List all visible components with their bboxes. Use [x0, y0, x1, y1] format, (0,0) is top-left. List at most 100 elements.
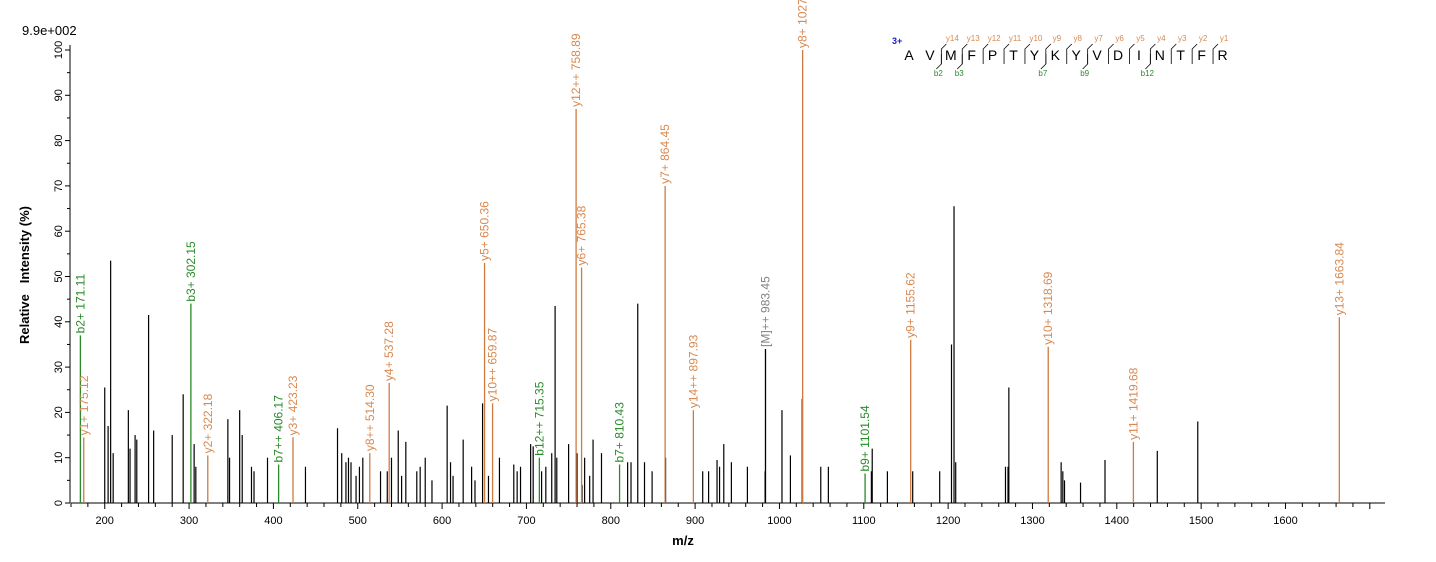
y-ion-marker: y11	[1009, 34, 1022, 43]
residue: F	[967, 47, 976, 63]
y-ion-label: y11+ 1419.68	[1126, 367, 1140, 440]
y-ion-bracket	[1024, 43, 1031, 64]
y-ion-label: y12++ 758.89	[569, 33, 583, 107]
intensity-scale-label: 9.9e+002	[22, 23, 77, 38]
y-ion-bracket	[1191, 43, 1198, 64]
x-axis-label: m/z	[672, 533, 694, 548]
y-ion-bracket	[982, 43, 989, 64]
y-ion-label: y9+ 1155.62	[904, 272, 918, 338]
residue: D	[1113, 47, 1123, 63]
y-tick-label: 40	[53, 316, 65, 328]
b-ion-label: b3+ 302.15	[184, 241, 198, 302]
y-ion-bracket	[1108, 43, 1114, 64]
y-ion-bracket	[1170, 43, 1177, 64]
y-ion-label: y3+ 423.23	[286, 375, 300, 435]
residue: T	[1009, 47, 1018, 63]
y-ion-marker: y14	[946, 34, 959, 43]
y-tick-label: 100	[53, 41, 65, 59]
b-ion-bracket	[936, 54, 942, 70]
precursor-ion-label: [M]++ 983.45	[758, 276, 772, 347]
x-tick-label: 1300	[1020, 515, 1044, 527]
x-tick-label: 500	[349, 515, 367, 527]
b-ion-bracket	[1145, 54, 1151, 70]
x-tick-label: 600	[433, 515, 451, 527]
y-ion-bracket	[1003, 43, 1010, 64]
y-axis-label: Relative Intensity (%)	[17, 206, 32, 344]
residue: V	[925, 47, 935, 63]
b-ion-marker: b7	[1038, 69, 1047, 78]
x-tick-label: 1400	[1105, 515, 1129, 527]
x-tick-label: 800	[602, 515, 620, 527]
axes: 200 300 400 500 600 700 800 900 1000 1100 1200 1300…	[53, 41, 1385, 527]
y-ion-marker: y3	[1178, 34, 1187, 43]
y-ion-label: y7+ 864.45	[658, 124, 672, 184]
y-ion-bracket	[1066, 43, 1073, 64]
y-ion-bracket	[1129, 43, 1135, 64]
y-ion-label: y10++ 659.87	[486, 328, 500, 402]
residue: A	[904, 47, 914, 63]
b-ion-marker: b2	[934, 69, 943, 78]
b-ion-marker: b12	[1141, 69, 1155, 78]
x-tick-label: 1100	[852, 515, 876, 527]
y-tick-label: 80	[53, 134, 65, 146]
residue: P	[988, 47, 997, 63]
y-ion-label: y2+ 322.18	[201, 393, 215, 453]
b-ion-marker: b9	[1080, 69, 1089, 78]
b-ion-marker: b3	[955, 69, 964, 78]
y-ion-marker: y12	[988, 34, 1001, 43]
b-ion-label: b12++ 715.35	[532, 381, 546, 455]
y-tick-label: 50	[53, 270, 65, 282]
x-tick-label: 400	[264, 515, 282, 527]
residue: Y	[1030, 47, 1040, 63]
x-tick-label: 1600	[1273, 515, 1297, 527]
x-tick-label: 1500	[1189, 515, 1213, 527]
y-ion-label: y6+ 765.38	[575, 205, 589, 265]
y-ion-label: y4+ 537.28	[382, 321, 396, 381]
charge-state: 3+	[892, 36, 902, 46]
peak-annotations: b2+ 171.11 y1+ 175.12 b3+ 302.15 y2+ 322.18…	[73, 0, 1346, 503]
y-ion-label: y5+ 650.36	[478, 201, 492, 261]
residue: R	[1217, 47, 1227, 63]
y-tick-label: 0	[53, 500, 65, 506]
y-ion-label: y1+ 175.12	[77, 375, 91, 435]
residue: N	[1155, 47, 1165, 63]
y-ion-marker: y1	[1220, 34, 1229, 43]
y-ion-bracket	[1212, 43, 1219, 64]
b-ion-label: b7++ 406.17	[272, 395, 286, 463]
y-ion-marker: y5	[1136, 34, 1145, 43]
y-ion-label: y13+ 1663.84	[1332, 242, 1346, 315]
y-ion-label: y10+ 1318.69	[1041, 271, 1055, 344]
x-tick-label: 200	[96, 515, 114, 527]
x-tick-label: 300	[180, 515, 198, 527]
b-ion-bracket	[1082, 54, 1089, 70]
y-tick-label: 10	[53, 452, 65, 464]
y-tick-label: 30	[53, 361, 65, 373]
y-ion-marker: y4	[1157, 34, 1166, 43]
y-tick-label: 90	[53, 89, 65, 101]
x-tick-label: 1000	[767, 515, 791, 527]
residue: V	[1092, 47, 1102, 63]
residue: T	[1176, 47, 1185, 63]
b-ion-label: b9+ 1101.54	[858, 405, 872, 472]
y-ion-marker: y8	[1074, 34, 1083, 43]
x-tick-label: 900	[686, 515, 704, 527]
y-tick-label: 20	[53, 406, 65, 418]
y-ion-marker: y13	[967, 34, 980, 43]
residue: F	[1197, 47, 1206, 63]
y-ion-marker: y6	[1115, 34, 1124, 43]
peaks	[104, 206, 1199, 503]
residue: Y	[1072, 47, 1082, 63]
x-tick-label: 700	[517, 515, 535, 527]
y-tick-label: 60	[53, 225, 65, 237]
y-ion-marker: y9	[1053, 34, 1062, 43]
x-tick-label: 1200	[936, 515, 960, 527]
b-ion-bracket	[1040, 54, 1047, 70]
b-ion-label: b7+ 810.43	[613, 402, 627, 463]
y-ion-marker: y2	[1199, 34, 1208, 43]
residue: I	[1137, 47, 1141, 63]
b-ion-label: b2+ 171.11	[73, 274, 87, 334]
residue: M	[945, 47, 957, 63]
b-ion-bracket	[956, 54, 963, 70]
